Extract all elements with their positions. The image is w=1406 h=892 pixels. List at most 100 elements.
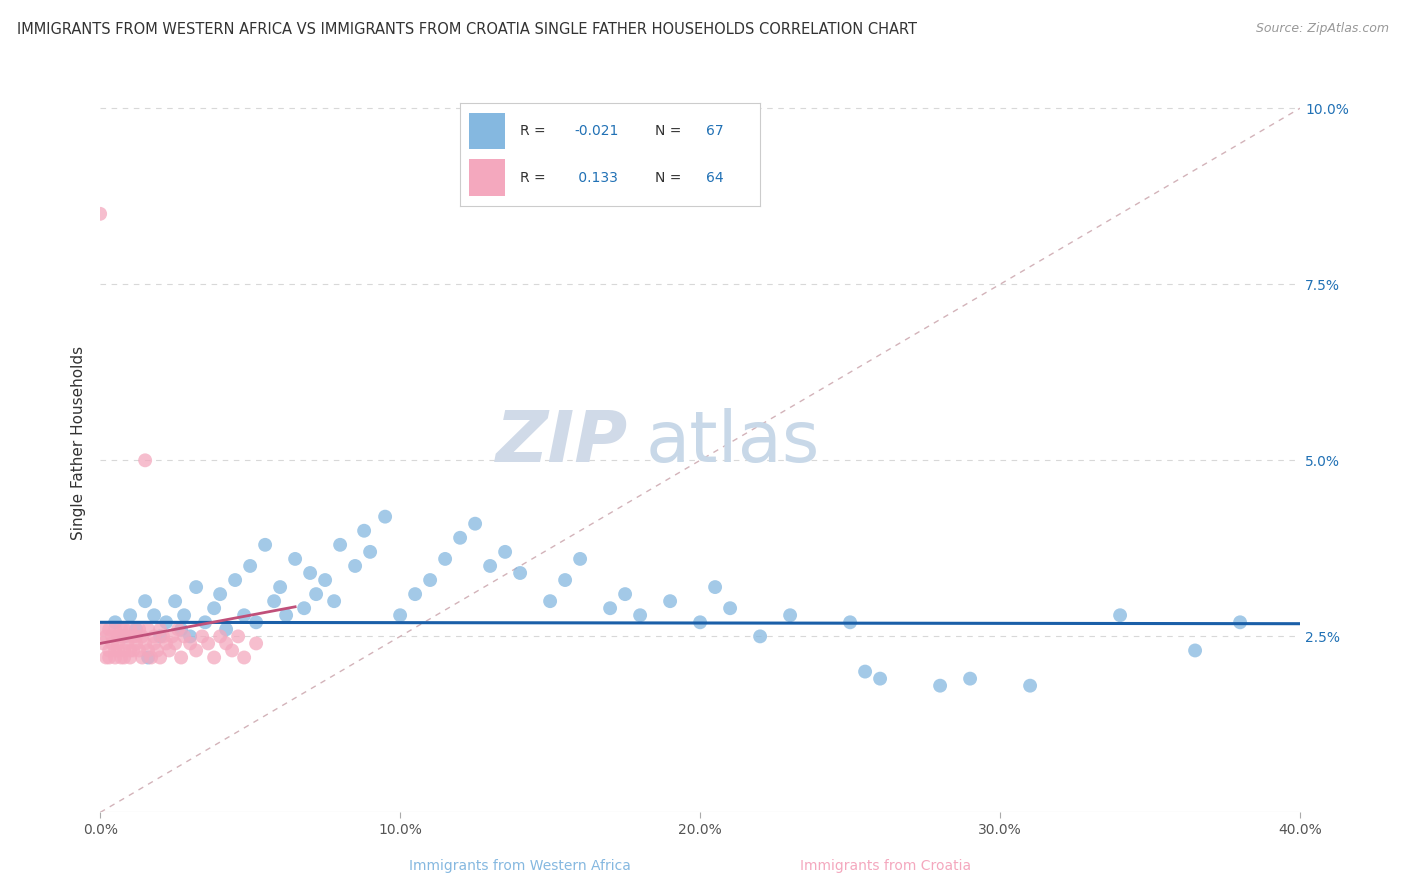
- Point: [179, 629, 201, 643]
- Point: [152, 629, 174, 643]
- Point: [115, 629, 138, 643]
- Point: [136, 623, 159, 637]
- Point: [98, 643, 121, 657]
- Text: Immigrants from Western Africa: Immigrants from Western Africa: [409, 859, 631, 872]
- Point: [170, 623, 193, 637]
- Point: [1184, 643, 1206, 657]
- Point: [323, 594, 346, 608]
- Point: [869, 672, 891, 686]
- Point: [263, 594, 285, 608]
- Point: [1109, 608, 1132, 623]
- Point: [202, 650, 225, 665]
- Point: [131, 629, 153, 643]
- Point: [853, 665, 876, 679]
- Point: [112, 629, 135, 643]
- Point: [146, 643, 169, 657]
- Point: [689, 615, 711, 630]
- Point: [165, 636, 187, 650]
- Point: [122, 629, 145, 643]
- Point: [314, 573, 336, 587]
- Point: [139, 650, 162, 665]
- Point: [959, 672, 981, 686]
- Point: [134, 636, 156, 650]
- Point: [143, 629, 166, 643]
- Point: [149, 629, 172, 643]
- Point: [131, 650, 153, 665]
- Point: [157, 643, 180, 657]
- Point: [191, 629, 214, 643]
- Point: [173, 608, 195, 623]
- Point: [245, 615, 267, 630]
- Point: [184, 643, 207, 657]
- Point: [160, 629, 183, 643]
- Point: [170, 650, 193, 665]
- Point: [120, 643, 142, 657]
- Point: [134, 453, 156, 467]
- Point: [464, 516, 486, 531]
- Point: [120, 650, 142, 665]
- Point: [104, 650, 127, 665]
- Point: [749, 629, 772, 643]
- Point: [233, 608, 256, 623]
- Point: [110, 629, 132, 643]
- Point: [284, 552, 307, 566]
- Point: [344, 558, 367, 573]
- Point: [98, 650, 121, 665]
- Point: [779, 608, 801, 623]
- Point: [718, 601, 741, 615]
- Point: [143, 636, 166, 650]
- Point: [107, 643, 129, 657]
- Point: [929, 679, 952, 693]
- Point: [110, 623, 132, 637]
- Point: [209, 587, 232, 601]
- Point: [554, 573, 576, 587]
- Point: [104, 643, 127, 657]
- Point: [101, 629, 124, 643]
- Point: [628, 608, 651, 623]
- Point: [209, 629, 232, 643]
- Point: [107, 629, 129, 643]
- Point: [91, 623, 114, 637]
- Point: [538, 594, 561, 608]
- Point: [353, 524, 375, 538]
- Text: ZIP: ZIP: [496, 409, 628, 477]
- Point: [165, 594, 187, 608]
- Point: [419, 573, 441, 587]
- Point: [329, 538, 352, 552]
- Y-axis label: Single Father Households: Single Father Households: [72, 345, 86, 540]
- Point: [215, 636, 238, 650]
- Point: [254, 538, 277, 552]
- Point: [569, 552, 592, 566]
- Point: [269, 580, 291, 594]
- Point: [122, 643, 145, 657]
- Point: [292, 601, 315, 615]
- Text: Source: ZipAtlas.com: Source: ZipAtlas.com: [1256, 22, 1389, 36]
- Point: [110, 650, 132, 665]
- Point: [179, 636, 201, 650]
- Point: [184, 580, 207, 594]
- Point: [94, 629, 117, 643]
- Point: [128, 623, 150, 637]
- Point: [599, 601, 621, 615]
- Point: [112, 623, 135, 637]
- Point: [91, 636, 114, 650]
- Point: [374, 509, 396, 524]
- Point: [167, 623, 190, 637]
- Point: [704, 580, 727, 594]
- Point: [197, 636, 219, 650]
- Point: [479, 558, 502, 573]
- Point: [239, 558, 262, 573]
- Point: [614, 587, 637, 601]
- Point: [449, 531, 471, 545]
- Point: [509, 566, 531, 580]
- Point: [143, 608, 166, 623]
- Text: IMMIGRANTS FROM WESTERN AFRICA VS IMMIGRANTS FROM CROATIA SINGLE FATHER HOUSEHOL: IMMIGRANTS FROM WESTERN AFRICA VS IMMIGR…: [17, 22, 917, 37]
- Text: atlas: atlas: [647, 409, 821, 477]
- Point: [120, 608, 142, 623]
- Point: [839, 615, 862, 630]
- Point: [134, 594, 156, 608]
- Point: [94, 650, 117, 665]
- Point: [104, 623, 127, 637]
- Point: [125, 636, 148, 650]
- Point: [155, 615, 177, 630]
